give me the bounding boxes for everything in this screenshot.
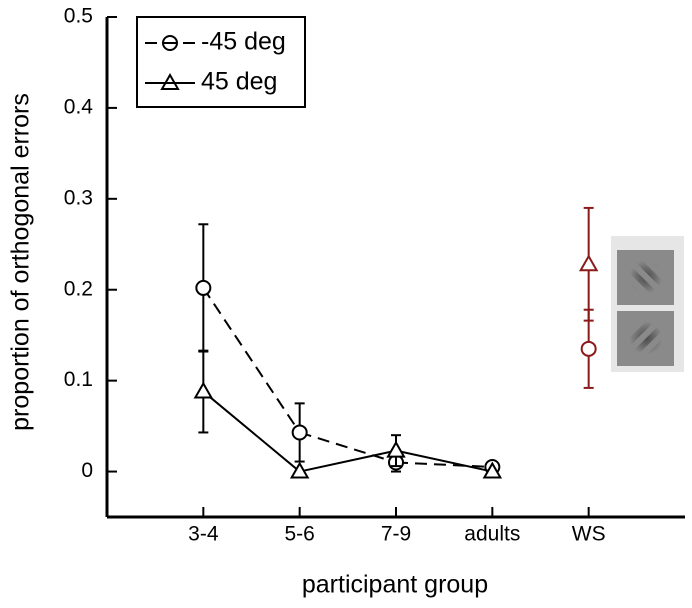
series-line	[299, 431, 397, 464]
y-tick-label: 0.1	[64, 368, 93, 391]
series-line	[395, 461, 493, 468]
marker	[482, 461, 503, 479]
x-tick-label: 3-4	[188, 523, 219, 546]
legend-label: -45 deg	[201, 28, 286, 56]
y-axis-label: proportion of orthogonal errors	[7, 93, 35, 431]
marker	[195, 279, 212, 296]
marker	[580, 340, 597, 357]
marker	[162, 35, 178, 51]
marker	[386, 440, 406, 458]
x-tick-label: 5-6	[284, 523, 314, 546]
y-tick-label: 0.3	[64, 186, 93, 209]
series-line	[395, 449, 493, 473]
x-axis-label: participant group	[302, 571, 488, 599]
marker	[291, 424, 308, 441]
legend-label: 45 deg	[201, 68, 277, 96]
marker	[289, 461, 310, 479]
x-tick-label: adults	[464, 523, 520, 546]
series-line	[299, 449, 397, 473]
x-tick-label: WS	[572, 523, 606, 546]
marker	[193, 381, 214, 399]
y-tick-label: 0.5	[64, 5, 93, 28]
legend-box	[136, 16, 306, 108]
y-tick-label: 0.2	[64, 277, 93, 300]
y-tick-label: 0.4	[64, 95, 94, 118]
marker	[160, 72, 180, 90]
gabor-stimuli	[611, 236, 684, 372]
series-line	[202, 390, 301, 473]
y-tick-label: 0	[81, 459, 93, 482]
x-tick-label: 7-9	[381, 523, 411, 546]
series-line	[202, 287, 301, 434]
marker	[578, 254, 599, 272]
